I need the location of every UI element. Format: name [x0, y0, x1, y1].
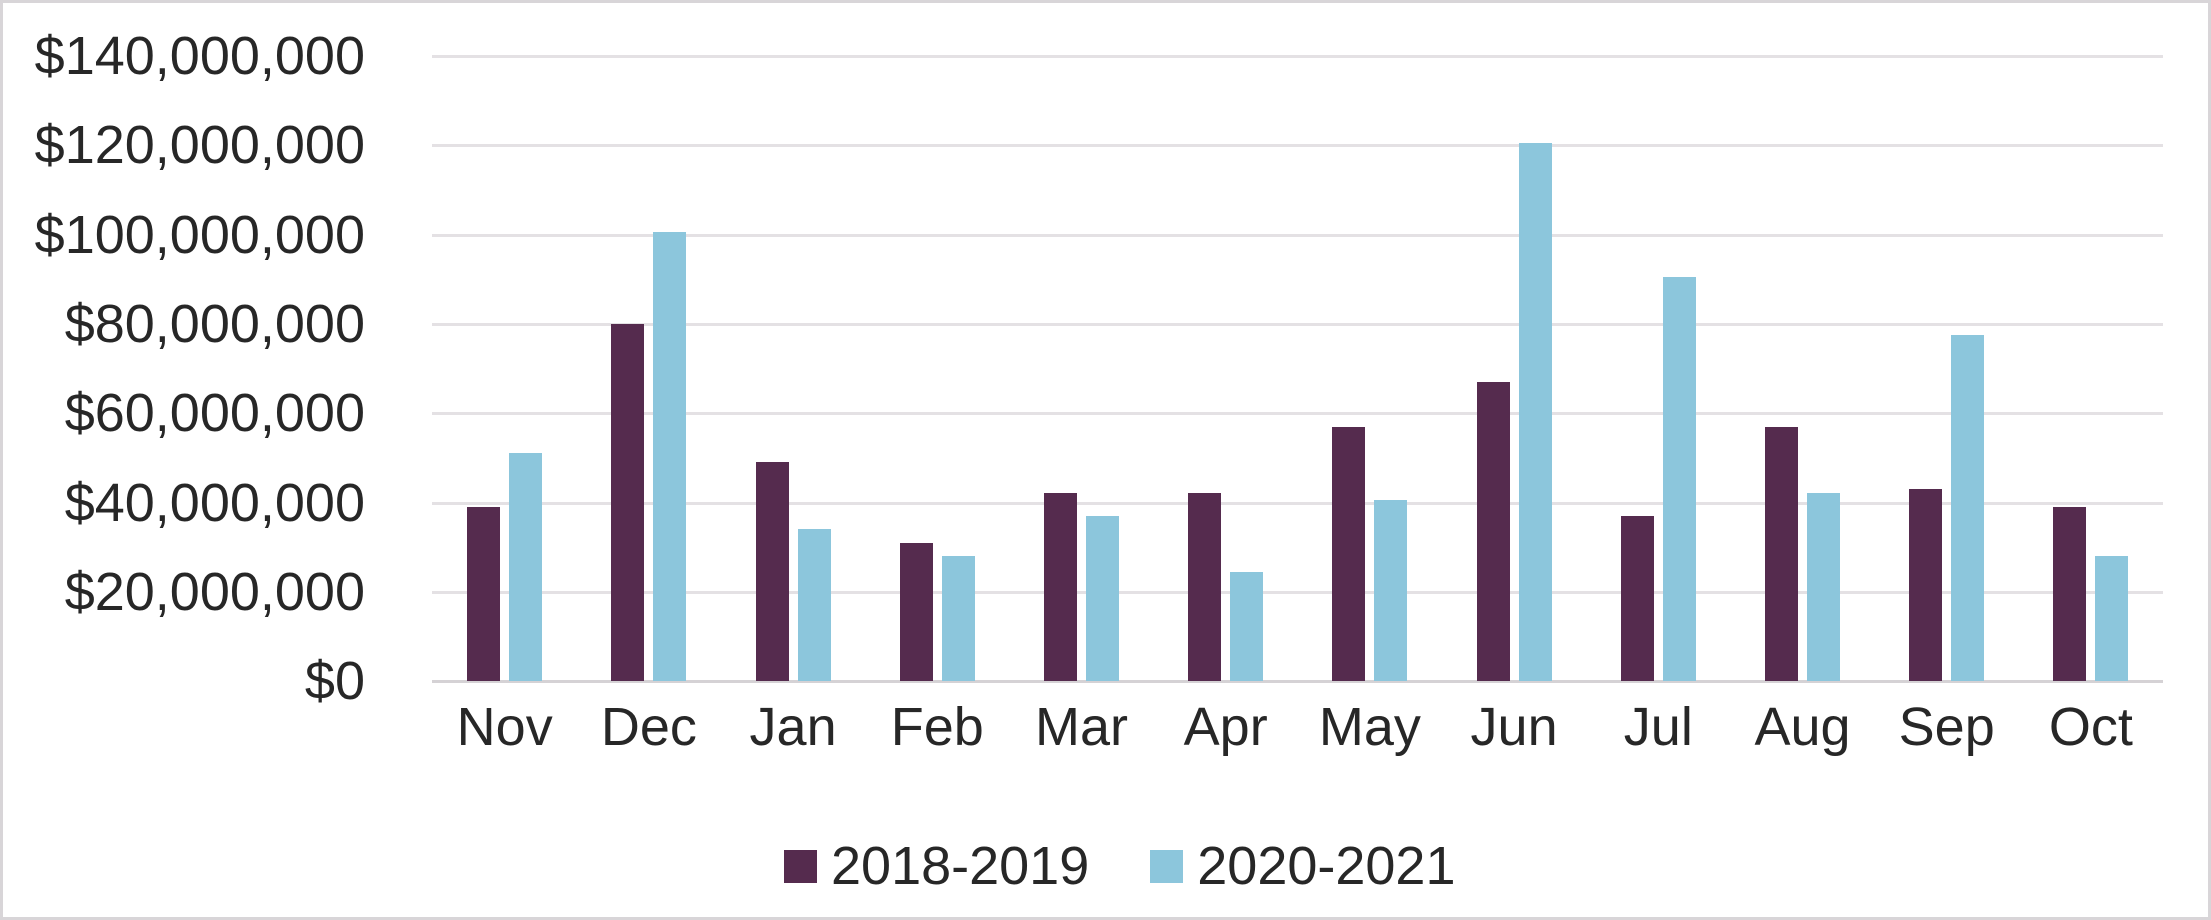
bar-2018-2019-Dec	[611, 324, 645, 681]
x-axis-tick-label-Oct: Oct	[2048, 697, 2133, 757]
legend-item-2018-2019: 2018-2019	[784, 836, 1089, 896]
x-axis-tick-label-Mar: Mar	[1035, 697, 1128, 757]
y-axis-tick-label: $100,000,000	[34, 204, 365, 265]
bar-2018-2019-Aug	[1765, 427, 1798, 681]
bar-2018-2019-Apr	[1188, 493, 1222, 681]
gridline	[432, 322, 2163, 326]
bar-2020-2021-Aug	[1807, 493, 1840, 681]
y-axis-tick-label: $20,000,000	[64, 561, 365, 622]
x-axis-tick-label-Apr: Apr	[1183, 697, 1268, 757]
x-axis-tick-label-Feb: Feb	[890, 697, 984, 757]
bar-2018-2019-Mar	[1044, 493, 1077, 681]
y-axis-tick-label: $40,000,000	[64, 472, 365, 533]
legend-swatch-icon	[784, 849, 817, 883]
x-axis-tick-label-Nov: Nov	[456, 697, 553, 757]
legend-label: 2018-2019	[831, 836, 1090, 896]
x-axis-tick-label-Jul: Jul	[1623, 697, 1693, 757]
bar-2018-2019-Jan	[755, 462, 789, 681]
y-axis-tick-label: $60,000,000	[64, 383, 365, 444]
x-axis-tick-label-Aug: Aug	[1754, 697, 1851, 757]
gridline	[432, 501, 2163, 505]
gridline	[432, 590, 2163, 594]
bar-2018-2019-Jun	[1476, 382, 1510, 681]
bar-2020-2021-Apr	[1230, 572, 1264, 681]
bar-2020-2021-Nov	[509, 453, 543, 681]
legend-label: 2020-2021	[1197, 836, 1456, 896]
bar-2018-2019-Oct	[2053, 507, 2087, 681]
gridline	[432, 55, 2163, 58]
x-axis-tick-label-Jan: Jan	[749, 697, 837, 757]
bar-2018-2019-Feb	[899, 543, 933, 681]
x-axis-tick-label-Jun: Jun	[1470, 697, 1558, 757]
bar-2020-2021-Feb	[941, 556, 975, 681]
gridline	[432, 412, 2163, 416]
bar-2018-2019-Jul	[1620, 516, 1654, 681]
gridline	[432, 144, 2163, 148]
x-axis-tick-label-May: May	[1318, 697, 1421, 757]
x-axis-tick-label-Sep: Sep	[1898, 697, 1995, 757]
bar-2020-2021-Jul	[1662, 277, 1696, 681]
legend-swatch-icon	[1150, 849, 1184, 883]
y-axis-tick-label: $140,000,000	[34, 26, 365, 86]
x-axis-line	[432, 680, 2163, 684]
bar-2018-2019-Nov	[467, 507, 501, 681]
x-axis-tick-label-Dec: Dec	[600, 697, 697, 757]
bar-2020-2021-May	[1374, 500, 1408, 681]
chart-legend: 2018-2019 2020-2021	[784, 836, 1456, 896]
y-axis-tick-label: $120,000,000	[34, 115, 365, 176]
legend-item-2020-2021: 2020-2021	[1150, 836, 1456, 896]
gridline	[432, 233, 2163, 237]
bar-2018-2019-Sep	[1909, 489, 1943, 681]
bar-2020-2021-Dec	[653, 232, 687, 681]
bar-2020-2021-Jan	[797, 529, 831, 681]
bar-2020-2021-Mar	[1086, 516, 1119, 681]
bar-2018-2019-May	[1332, 427, 1366, 681]
y-axis-tick-label: $0	[304, 651, 365, 712]
bar-2020-2021-Sep	[1951, 335, 1985, 681]
y-axis-tick-label: $80,000,000	[64, 293, 365, 354]
bar-2020-2021-Jun	[1518, 143, 1552, 681]
bar-2020-2021-Oct	[2095, 556, 2129, 681]
